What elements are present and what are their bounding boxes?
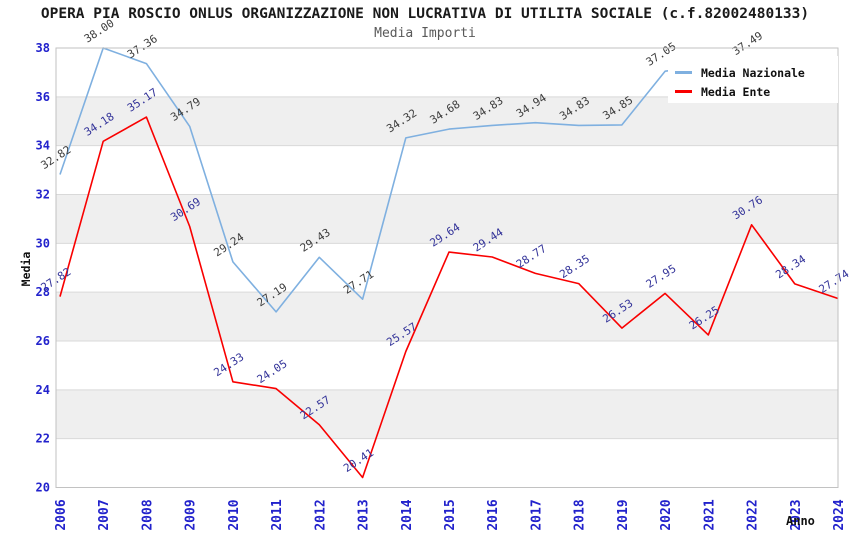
x-tick-label: 2021 bbox=[702, 499, 717, 530]
chart-title: OPERA PIA ROSCIO ONLUS ORGANIZZAZIONE NO… bbox=[40, 6, 810, 22]
x-tick-label: 2022 bbox=[746, 499, 761, 530]
x-axis-title: Anno bbox=[786, 514, 815, 528]
x-tick-label: 2009 bbox=[184, 499, 199, 530]
legend-label-media-ente: Media Ente bbox=[701, 84, 771, 99]
y-tick-label: 30 bbox=[36, 236, 50, 250]
x-tick-label: 2011 bbox=[270, 499, 285, 530]
x-tick-label: 2008 bbox=[140, 499, 155, 530]
legend-item-media-ente: Media Ente bbox=[675, 82, 838, 101]
y-tick-label: 34 bbox=[36, 139, 50, 153]
y-tick-label: 26 bbox=[36, 334, 50, 348]
x-tick-label: 2013 bbox=[357, 499, 372, 530]
x-tick-label: 2015 bbox=[443, 499, 458, 530]
y-tick-label: 38 bbox=[36, 41, 50, 55]
legend: Media Nazionale Media Ente bbox=[668, 56, 838, 103]
x-tick-label: 2019 bbox=[616, 499, 631, 530]
plot-band bbox=[56, 292, 838, 341]
media-ente-line-swatch bbox=[675, 90, 692, 93]
chart-subtitle: Media Importi bbox=[374, 26, 476, 41]
x-tick-label: 2006 bbox=[54, 499, 69, 530]
x-tick-label: 2016 bbox=[486, 499, 501, 530]
y-tick-label: 24 bbox=[36, 383, 50, 397]
y-tick-label: 36 bbox=[36, 90, 50, 104]
y-tick-label: 22 bbox=[36, 432, 50, 446]
legend-label-media-nazionale: Media Nazionale bbox=[701, 65, 805, 80]
legend-item-media-nazionale: Media Nazionale bbox=[675, 63, 838, 82]
media-nazionale-line-swatch bbox=[675, 71, 692, 74]
plot-border bbox=[55, 47, 839, 488]
plot-band bbox=[56, 341, 838, 390]
x-tick-label: 2023 bbox=[789, 499, 804, 530]
y-tick-label: 28 bbox=[36, 285, 50, 299]
x-tick-label: 2012 bbox=[313, 499, 328, 530]
x-tick-label: 2014 bbox=[400, 499, 415, 530]
data-label: 38.00 bbox=[82, 17, 117, 46]
y-axis-title: Media bbox=[19, 251, 33, 287]
series-line-media-nazionale bbox=[59, 47, 752, 313]
y-tick-label: 32 bbox=[36, 188, 50, 202]
x-tick-label: 2010 bbox=[227, 499, 242, 530]
x-tick-label: 2020 bbox=[659, 499, 674, 530]
x-tick-label: 2018 bbox=[573, 499, 588, 530]
plot-band bbox=[56, 389, 838, 439]
x-tick-label: 2024 bbox=[832, 499, 847, 530]
plot-band bbox=[56, 438, 838, 488]
x-tick-label: 2017 bbox=[529, 499, 544, 530]
series-line-media-ente bbox=[59, 116, 839, 479]
plot-band bbox=[56, 145, 838, 195]
y-tick-label: 20 bbox=[36, 481, 50, 495]
x-tick-label: 2007 bbox=[97, 499, 112, 530]
plot-band bbox=[56, 243, 838, 293]
